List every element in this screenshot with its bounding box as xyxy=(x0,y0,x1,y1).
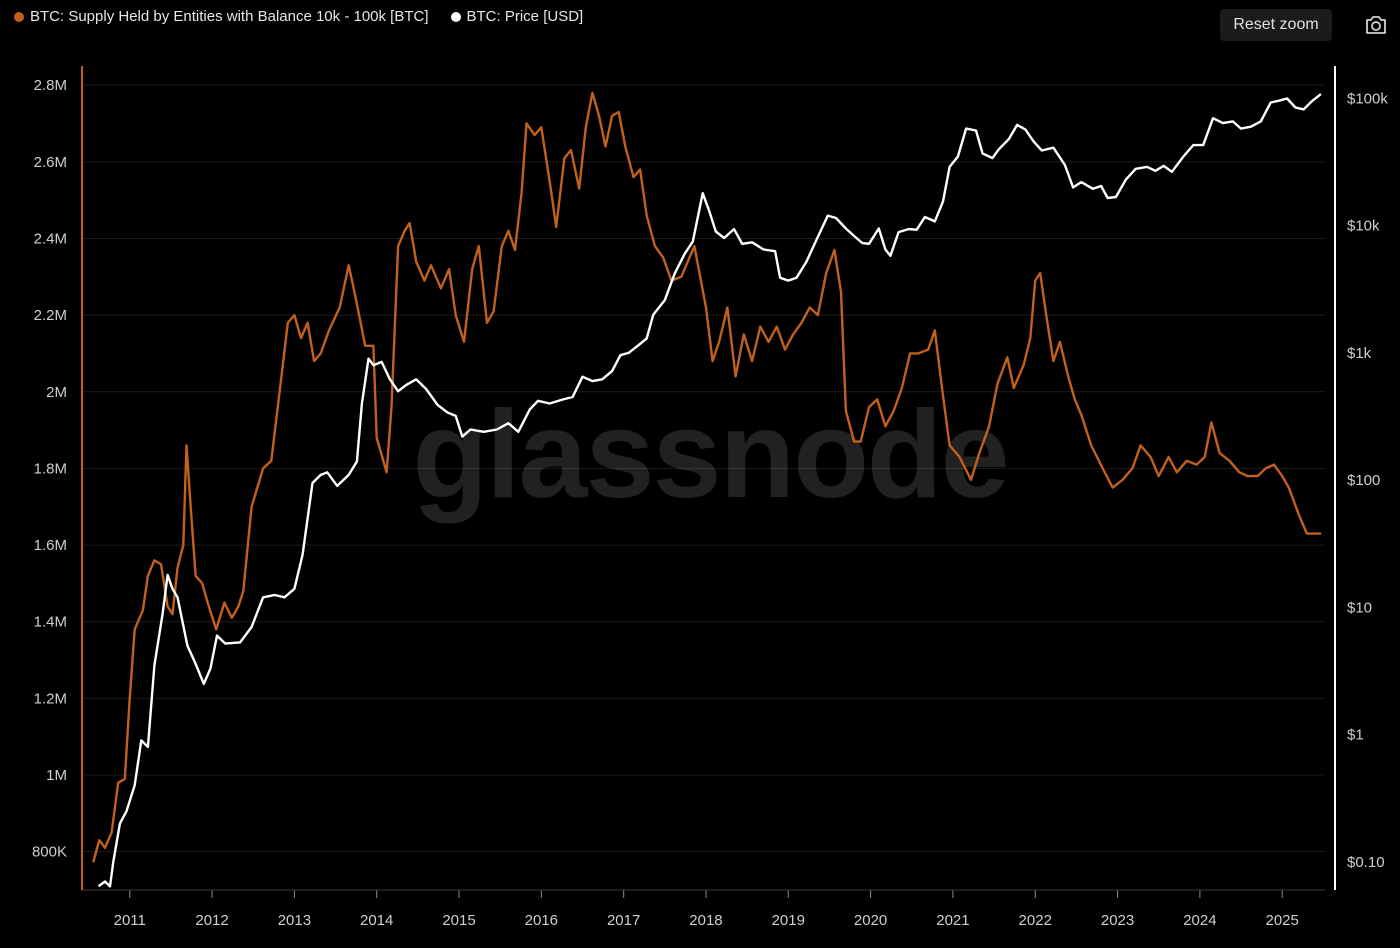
y-left-tick-label: 2.6M xyxy=(34,154,67,171)
x-tick-label: 2012 xyxy=(195,912,228,929)
grid-lines xyxy=(82,84,1325,853)
x-tick-label: 2021 xyxy=(936,912,969,929)
y-right-tick-label: $1 xyxy=(1347,727,1364,744)
x-tick-label: 2020 xyxy=(854,912,887,929)
y-left-tick-label: 2.8M xyxy=(34,77,67,94)
legend-label-price: BTC: Price [USD] xyxy=(466,8,584,25)
x-tick-label: 2018 xyxy=(689,912,722,929)
y-left-tick-label: 1.6M xyxy=(34,537,67,554)
y-left-tick-label: 1.8M xyxy=(34,460,67,477)
x-tick-label: 2017 xyxy=(607,912,640,929)
y-right-tick-label: $100 xyxy=(1347,472,1380,489)
y-right-tick-label: $10 xyxy=(1347,599,1372,616)
x-tick-label: 2024 xyxy=(1183,912,1216,929)
y-right-tick-label: $0.10 xyxy=(1347,854,1385,871)
supply-series-line xyxy=(92,91,1322,863)
y-left-tick-label: 2M xyxy=(46,384,67,401)
x-tick-label: 2022 xyxy=(1019,912,1052,929)
price-legend-dot-icon xyxy=(450,11,461,22)
x-tick-label: 2015 xyxy=(442,912,475,929)
x-tick-label: 2025 xyxy=(1266,912,1299,929)
y-left-tick-label: 2.4M xyxy=(34,230,67,247)
camera-icon[interactable] xyxy=(1364,14,1388,36)
y-left-tick-label: 1M xyxy=(46,767,67,784)
x-tick-label: 2019 xyxy=(772,912,805,929)
x-tick-label: 2011 xyxy=(114,912,146,929)
legend-label-supply: BTC: Supply Held by Entities with Balanc… xyxy=(30,8,429,25)
y-right-tick-label: $10k xyxy=(1347,218,1380,235)
watermark: glassnode xyxy=(412,386,1007,524)
y-left-tick-label: 1.2M xyxy=(34,690,67,707)
y-left-tick-label: 800K xyxy=(32,844,67,861)
axes: 800K 1M 1.2M 1.4M 1.6M 1.8M 2M 2.2M 2.4M 2.6M 2.8M… xyxy=(32,66,1388,929)
x-tick-label: 2013 xyxy=(278,912,311,929)
y-right-tick-label: $100k xyxy=(1347,90,1388,107)
y-left-tick-label: 1.4M xyxy=(34,614,67,631)
legend-item-price[interactable]: BTC: Price [USD] xyxy=(450,8,584,25)
supply-legend-dot-icon xyxy=(14,11,24,22)
x-tick-label: 2014 xyxy=(360,912,393,929)
price-series-line xyxy=(98,93,1322,888)
legend-item-supply[interactable]: BTC: Supply Held by Entities with Balanc… xyxy=(14,8,429,25)
reset-zoom-button[interactable]: Reset zoom xyxy=(1220,9,1332,41)
chart-legend: BTC: Supply Held by Entities with Balanc… xyxy=(14,8,583,25)
series-lines xyxy=(92,91,1322,888)
x-tick-label: 2016 xyxy=(525,912,558,929)
y-left-tick-label: 2.2M xyxy=(34,307,67,324)
x-tick-label: 2023 xyxy=(1101,912,1134,929)
y-right-tick-label: $1k xyxy=(1347,345,1372,362)
